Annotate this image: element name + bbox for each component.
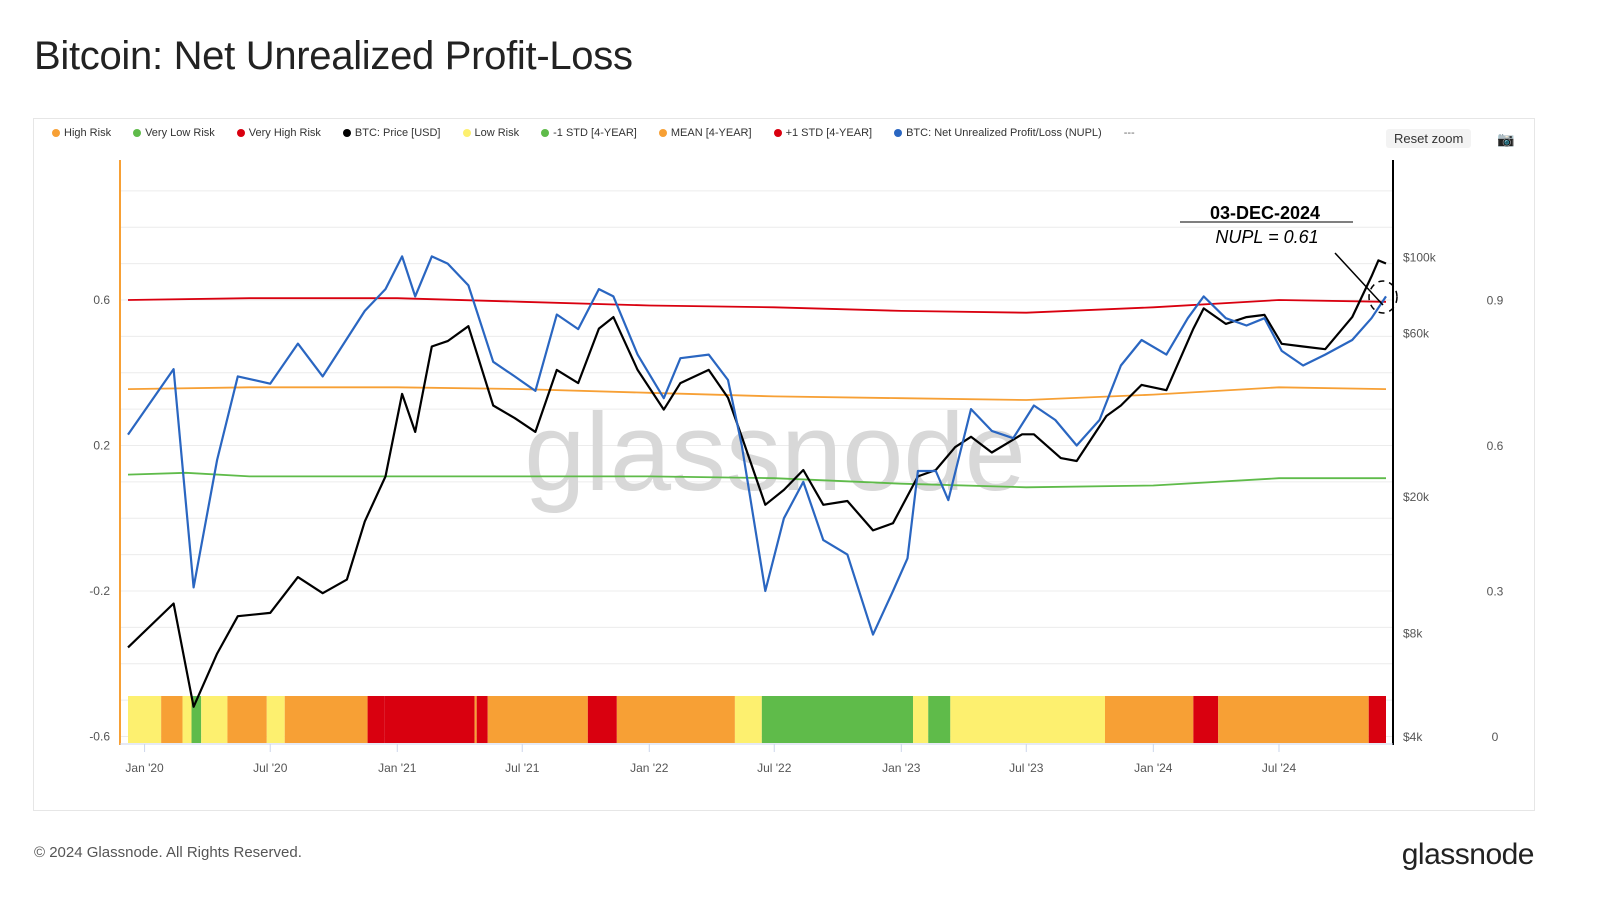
legend-label: -1 STD [4-YEAR] <box>553 127 637 139</box>
risk-band <box>227 696 267 743</box>
legend-dot-icon <box>236 129 245 137</box>
risk-band <box>761 696 914 743</box>
x-tick-label: Jul '21 <box>505 761 540 775</box>
legend-item[interactable]: Low Risk <box>462 127 520 139</box>
y-left-tick-label: -0.2 <box>89 584 110 598</box>
y-price-tick-label: $20k <box>1403 490 1430 504</box>
annotation-nupl: NUPL = 0.61 <box>1215 227 1318 247</box>
legend-label: +1 STD [4-YEAR] <box>785 127 873 139</box>
risk-band <box>161 696 183 743</box>
y-right-tick-label: 0 <box>1492 730 1499 744</box>
risk-band <box>487 696 588 743</box>
legend-item[interactable]: BTC: Price [USD] <box>342 127 441 139</box>
annotation-date: 03-DEC-2024 <box>1210 203 1320 223</box>
legend-label: BTC: Price [USD] <box>354 127 441 139</box>
y-left-tick-label: -0.6 <box>89 730 110 744</box>
series-line-btc-price-usd- <box>127 259 1387 708</box>
risk-band <box>950 696 1105 743</box>
risk-band <box>182 696 192 743</box>
legend-label: Low Risk <box>474 127 520 139</box>
legend-dot-icon <box>52 129 60 137</box>
y-price-tick-label: $60k <box>1403 327 1430 341</box>
risk-band <box>587 696 617 743</box>
risk-band <box>1193 696 1219 743</box>
legend-item[interactable]: High Risk <box>52 127 111 139</box>
risk-band <box>1368 696 1386 743</box>
legend-dot-icon <box>773 129 782 137</box>
legend-dot-icon <box>658 129 667 137</box>
risk-band <box>476 696 488 743</box>
y-right-tick-label: 0.9 <box>1487 294 1504 308</box>
camera-icon[interactable]: 📷 <box>1497 131 1515 147</box>
x-tick-label: Jan '22 <box>630 761 669 775</box>
x-tick-label: Jan '21 <box>378 761 417 775</box>
risk-band <box>1104 696 1194 743</box>
risk-band <box>201 696 228 743</box>
risk-band <box>384 696 475 743</box>
y-right-tick-label: 0.3 <box>1487 585 1504 599</box>
risk-band <box>1218 696 1369 743</box>
y-left-tick-label: 0.6 <box>93 293 110 307</box>
risk-band <box>266 696 285 743</box>
x-tick-label: Jul '20 <box>253 761 288 775</box>
y-right-tick-label: 0.6 <box>1487 439 1504 453</box>
reset-zoom-button[interactable]: Reset zoom <box>1386 129 1472 148</box>
legend-item[interactable]: BTC: Net Unrealized Profit/Loss (NUPL) <box>894 127 1102 139</box>
risk-band <box>367 696 385 743</box>
glassnode-logo: glassnode <box>1401 838 1535 871</box>
chart-frame <box>33 118 1535 811</box>
risk-band <box>284 696 368 743</box>
risk-band <box>913 696 929 743</box>
x-tick-label: Jan '24 <box>1134 761 1173 775</box>
risk-band <box>191 696 202 743</box>
x-tick-label: Jul '24 <box>1262 761 1297 775</box>
series-line-mean-4-year- <box>127 386 1387 401</box>
risk-band <box>734 696 762 743</box>
watermark: glassnode <box>524 391 1026 514</box>
page-title: Bitcoin: Net Unrealized Profit-Loss <box>34 34 633 78</box>
series-line--1-std-4-year- <box>127 471 1386 489</box>
y-price-tick-label: $4k <box>1403 730 1423 744</box>
y-price-tick-label: $8k <box>1403 627 1423 641</box>
legend-item[interactable]: MEAN [4-YEAR] <box>658 127 752 139</box>
legend-more-button[interactable]: --- <box>1123 127 1135 139</box>
legend-label: MEAN [4-YEAR] <box>670 127 752 139</box>
series-line-btc-net-unrealized-profit-loss-nupl- <box>127 255 1387 636</box>
legend-dot-icon <box>894 129 903 137</box>
legend-item[interactable]: Very Low Risk <box>133 127 215 139</box>
risk-band <box>616 696 735 743</box>
x-tick-label: Jul '23 <box>1009 761 1044 775</box>
legend-label: BTC: Net Unrealized Profit/Loss (NUPL) <box>906 127 1102 139</box>
legend-label: Very Low Risk <box>145 127 215 139</box>
legend-dot-icon <box>462 129 471 137</box>
copyright: © 2024 Glassnode. All Rights Reserved. <box>34 844 302 861</box>
legend-dot-icon <box>541 129 550 137</box>
legend-item[interactable]: -1 STD [4-YEAR] <box>541 127 637 139</box>
x-tick-label: Jul '22 <box>757 761 792 775</box>
annotation-dashed-circle <box>1368 280 1398 314</box>
risk-band <box>928 696 951 743</box>
legend-item[interactable]: Very High Risk <box>236 127 321 139</box>
legend-dot-icon <box>133 129 142 137</box>
legend-item[interactable]: +1 STD [4-YEAR] <box>773 127 873 139</box>
y-left-tick-label: 0.2 <box>93 439 110 453</box>
risk-band <box>128 696 162 743</box>
x-tick-label: Jan '23 <box>882 761 921 775</box>
legend-label: High Risk <box>64 127 112 139</box>
legend-label: Very High Risk <box>248 127 321 139</box>
legend: High Risk Very Low Risk Very High Risk BTC:… <box>52 127 1135 139</box>
annotation-arrow <box>1334 252 1384 306</box>
series-line--1-std-4-year- <box>127 297 1387 314</box>
legend-dot-icon <box>342 129 351 137</box>
risk-band <box>474 696 477 743</box>
x-tick-label: Jan '20 <box>125 761 164 775</box>
y-price-tick-label: $100k <box>1403 250 1437 264</box>
